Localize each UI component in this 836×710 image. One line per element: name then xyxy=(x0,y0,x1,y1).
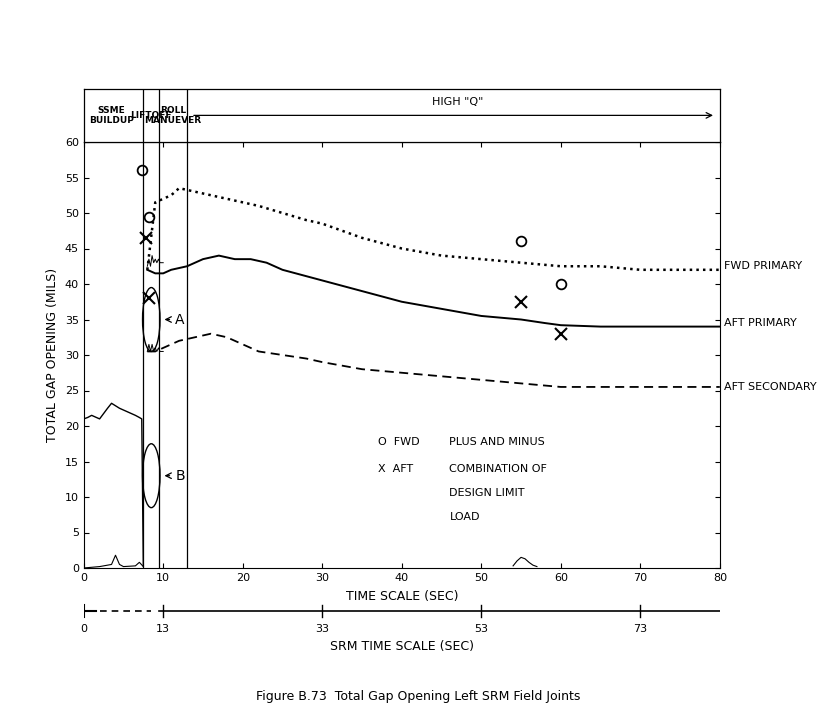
Text: 13: 13 xyxy=(156,623,170,633)
Text: LIFTOFF: LIFTOFF xyxy=(130,111,172,120)
Text: LOAD: LOAD xyxy=(449,512,479,522)
Text: X  AFT: X AFT xyxy=(378,464,412,474)
X-axis label: TIME SCALE (SEC): TIME SCALE (SEC) xyxy=(345,590,457,603)
Y-axis label: TOTAL GAP OPENING (MILS): TOTAL GAP OPENING (MILS) xyxy=(46,268,59,442)
Text: B: B xyxy=(166,469,185,483)
Text: HIGH "Q": HIGH "Q" xyxy=(431,97,482,107)
Text: Figure B.73  Total Gap Opening Left SRM Field Joints: Figure B.73 Total Gap Opening Left SRM F… xyxy=(256,690,580,703)
Text: O  FWD: O FWD xyxy=(378,437,419,447)
Text: AFT SECONDARY: AFT SECONDARY xyxy=(723,382,815,392)
Text: PLUS AND MINUS: PLUS AND MINUS xyxy=(449,437,544,447)
Text: SRM TIME SCALE (SEC): SRM TIME SCALE (SEC) xyxy=(329,640,473,652)
Text: 73: 73 xyxy=(633,623,646,633)
Text: DESIGN LIMIT: DESIGN LIMIT xyxy=(449,488,524,498)
Text: FWD PRIMARY: FWD PRIMARY xyxy=(723,261,801,271)
Text: AFT PRIMARY: AFT PRIMARY xyxy=(723,318,796,328)
Text: 53: 53 xyxy=(474,623,487,633)
Text: 33: 33 xyxy=(315,623,329,633)
Text: SSME
BUILDUP: SSME BUILDUP xyxy=(89,106,134,125)
Text: 0: 0 xyxy=(80,623,87,633)
Text: COMBINATION OF: COMBINATION OF xyxy=(449,464,547,474)
Text: ROLL
MANUEVER: ROLL MANUEVER xyxy=(144,106,201,125)
Text: A: A xyxy=(166,312,185,327)
